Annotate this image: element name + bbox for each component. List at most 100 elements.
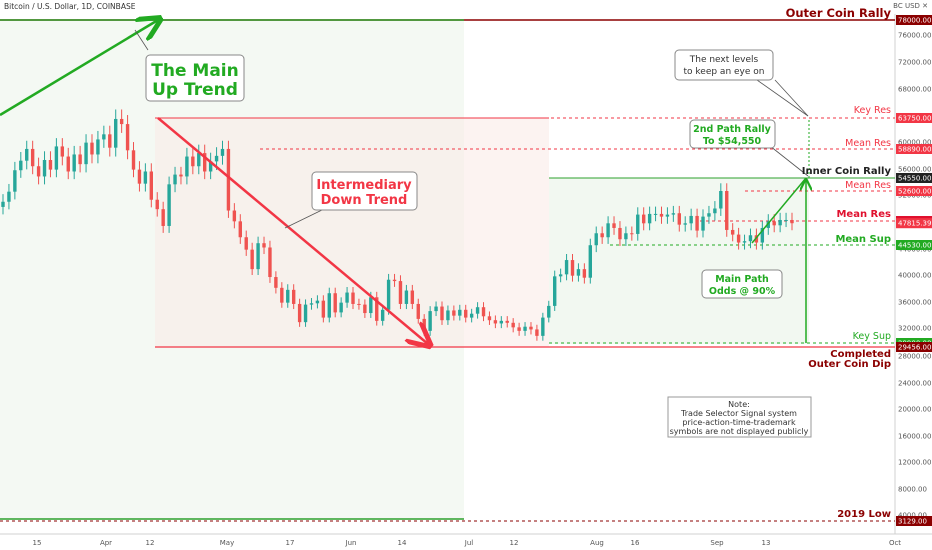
candle-body: [475, 307, 480, 314]
candle-body: [303, 304, 308, 323]
candle-body: [13, 170, 17, 192]
candle-body: [600, 233, 604, 238]
candle-body: [428, 311, 432, 331]
candle-body: [167, 184, 171, 226]
price-tag-bg: [896, 240, 932, 250]
price-tick-label: 36000.00: [898, 299, 931, 307]
candle-body: [149, 171, 154, 200]
second-path-box: [689, 119, 776, 149]
candle-body: [618, 227, 622, 240]
candle-body: [125, 124, 130, 151]
note-line4: symbols are not displayed publicly: [670, 427, 809, 436]
candle-body: [440, 306, 444, 321]
candle-body: [558, 274, 563, 277]
candle-body: [719, 191, 723, 209]
second-path-line1: 2nd Path Rally: [693, 124, 771, 135]
candle-body: [772, 221, 776, 226]
price-tag-bg: [896, 173, 932, 183]
candle-body: [410, 290, 415, 304]
candle-body: [748, 235, 753, 242]
downtrend-callout-box: [311, 171, 418, 211]
time-tick-label: 16: [631, 539, 640, 547]
uptrend-callout-line2: Up Trend: [152, 80, 238, 100]
candle-body: [327, 293, 331, 318]
price-tick-label: 72000.00: [898, 59, 931, 67]
candle-body: [238, 221, 242, 238]
candle-body: [701, 216, 705, 231]
candle-body: [535, 329, 539, 336]
candle-body: [742, 241, 747, 243]
candle-body: [155, 199, 159, 210]
candle-body: [375, 297, 379, 321]
main-path-line-1: [751, 177, 807, 244]
candle-body: [197, 153, 201, 167]
label-completed: Completed: [830, 349, 891, 360]
candle-body: [689, 215, 693, 224]
candle-body: [630, 233, 634, 235]
candle-body: [333, 293, 337, 313]
candle-body: [422, 318, 426, 331]
main-path-box: [701, 269, 783, 299]
main-path-zone: [549, 178, 809, 344]
candle-body: [446, 310, 450, 321]
candle-body: [208, 161, 213, 172]
second-path-line2: To $54,550: [703, 136, 762, 147]
price-tags: 78000.00 63750.00 58890.00 54550.00 52600.00…: [896, 15, 932, 526]
candle-body: [161, 209, 165, 226]
candle-body: [736, 234, 741, 243]
candle-body: [363, 304, 367, 314]
time-tick-label: 14: [398, 539, 407, 547]
candle-body: [286, 289, 290, 303]
uptrend-callout-box: [145, 54, 245, 102]
price-tick-label: 20000.00: [898, 406, 931, 414]
price-tag-bg: [896, 186, 932, 196]
candle-body: [641, 214, 646, 224]
candle-body: [778, 219, 782, 226]
time-axis[interactable]: 15 Apr 12 May 17 Jun 14 Jul 12 Aug 16 Sep 13 Oct: [33, 539, 902, 547]
candle-body: [458, 309, 462, 316]
candle-body: [114, 118, 118, 148]
label-inner-coin-rally: Inner Coin Rally: [802, 166, 892, 177]
price-tag-bg: [896, 516, 932, 526]
candle-body: [274, 277, 278, 288]
candle-body: [309, 303, 314, 305]
price-axis[interactable]: 76000.00 72000.00 68000.00 60000.00 56000.00…: [898, 32, 931, 520]
candle-body: [695, 215, 699, 231]
candle-body: [730, 229, 735, 235]
time-tick-label: 15: [33, 539, 42, 547]
candle-body: [505, 320, 509, 323]
candle-body: [185, 156, 189, 177]
candle-body: [345, 292, 349, 303]
callout-2nd-path-pointer: [769, 145, 809, 177]
note-line1: Note:: [728, 400, 750, 409]
candle-body: [588, 245, 593, 278]
candle-body: [1, 201, 5, 207]
time-tick-label: 13: [762, 539, 771, 547]
candle-body: [108, 134, 112, 148]
price-tag-bg: [896, 113, 932, 123]
main-path-line1: Main Path: [715, 274, 769, 285]
price-tick-label: 32000.00: [898, 325, 931, 333]
callout-uptrend-pointer: [134, 29, 149, 51]
next-levels-line1: The next levels: [689, 55, 759, 65]
price-tag: 52600.00: [896, 186, 932, 196]
candle-body: [790, 219, 794, 224]
price-tag: 54550.00: [896, 173, 932, 183]
candles-group: [1, 109, 794, 341]
time-tick-label: 12: [510, 539, 519, 547]
time-tick-label: Oct: [889, 539, 901, 547]
candle-body: [291, 289, 296, 304]
candle-body: [677, 213, 681, 225]
candle-body: [202, 153, 207, 172]
candle-body: [612, 223, 616, 228]
time-tick-label: 12: [146, 539, 155, 547]
candle-body: [232, 210, 237, 222]
candle-body: [481, 307, 486, 317]
candle-body: [119, 118, 124, 125]
candle-body: [464, 309, 468, 318]
candle-body: [754, 235, 759, 243]
downtrend-callout-line2: Down Trend: [321, 193, 408, 208]
candle-body: [760, 227, 765, 243]
candle-body: [683, 223, 687, 225]
